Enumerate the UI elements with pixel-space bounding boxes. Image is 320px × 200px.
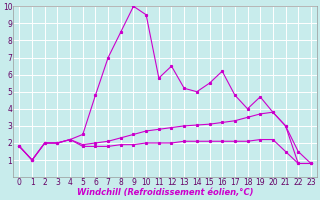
X-axis label: Windchill (Refroidissement éolien,°C): Windchill (Refroidissement éolien,°C) (77, 188, 253, 197)
